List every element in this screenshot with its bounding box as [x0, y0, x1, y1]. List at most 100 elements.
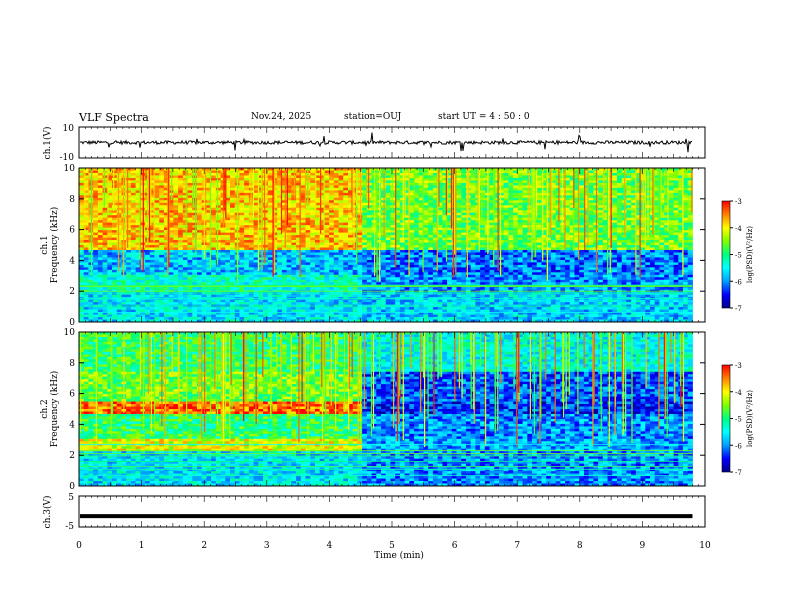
ch1-spectrogram-cell	[366, 220, 372, 224]
ch1-spectrogram-cell	[182, 215, 188, 219]
ch1-spectrogram-cell	[418, 269, 424, 273]
ch1-spectrogram-cell	[362, 177, 368, 181]
ch1-spectrogram-cell	[362, 235, 368, 238]
ch1-spectrogram-cell	[272, 319, 278, 323]
ch1-spectrogram-cell	[414, 217, 420, 221]
ch1-spectrogram-cell	[442, 202, 448, 206]
ch1-spectrogram-cell	[428, 180, 434, 184]
ch1-spectrogram-cell	[149, 262, 155, 266]
ch1-spectrogram-cell	[338, 269, 344, 273]
ch1-spectrogram-cell	[107, 252, 113, 256]
ch1-spectrogram-cell	[296, 207, 302, 211]
ch1-spectrogram-cell	[281, 262, 288, 266]
ch1-spectrogram-cell	[230, 200, 236, 204]
ch1-spectrogram-cell	[395, 299, 401, 303]
ch1-spectrogram-cell	[314, 190, 321, 194]
ch1-spectrogram-cell	[428, 182, 434, 186]
ch1-spectrogram-cell	[83, 197, 89, 201]
ch1-spectrogram-cell	[211, 302, 217, 306]
ch1-spectrogram-cell	[159, 220, 165, 224]
ch1-spectrogram-cell	[206, 235, 212, 238]
ch1-spectrogram-cell	[366, 245, 372, 248]
ch1-spectrogram-cell	[352, 175, 358, 179]
ch1-spectrogram-cell	[366, 282, 372, 286]
ch1-spectrogram-cell	[253, 294, 259, 298]
ch1-spectrogram-cell	[126, 202, 132, 206]
ch1-spectrogram-cell	[456, 200, 462, 204]
ch1-spectrogram-cell	[277, 175, 283, 179]
ch1-spectrogram-cell	[357, 170, 363, 174]
ch1-spectrogram-cell	[149, 192, 155, 196]
ch1-spectrogram-cell	[399, 269, 406, 273]
ch1-spectrogram-cell	[305, 252, 311, 256]
ch1-spectrogram-cell	[211, 220, 217, 224]
ch1-spectrogram-cell	[126, 254, 132, 258]
ch1-spectrogram-cell	[329, 230, 335, 233]
ch1-spectrogram-cell	[366, 210, 372, 214]
ch1-spectrogram-cell	[215, 212, 221, 216]
ch1-spectrogram-cell	[362, 314, 368, 318]
ch1-spectrogram-cell	[126, 302, 132, 306]
ch1-spectrogram-cell	[97, 197, 103, 201]
ch1-spectrogram-cell	[324, 215, 330, 219]
ch1-spectrogram-cell	[239, 210, 245, 214]
ch1-spectrogram-cell	[159, 195, 165, 199]
ch1-spectrogram-cell	[418, 299, 424, 303]
ch1-spectrogram-cell	[296, 317, 302, 320]
ch1-spectrogram-cell	[168, 319, 174, 323]
ch1-spectrogram-cell	[319, 262, 325, 266]
ch1-spectrogram-cell	[347, 190, 354, 194]
ch1-spectrogram-cell	[267, 195, 273, 199]
ch1-spectrogram-cell	[385, 314, 391, 318]
ch1-spectrogram-cell	[267, 269, 273, 273]
ch1-spectrogram-cell	[366, 277, 372, 281]
ch1-spectrogram-cell	[234, 319, 240, 323]
ch1-spectrogram-cell	[163, 190, 170, 194]
ch1-spectrogram-cell	[428, 175, 434, 179]
ch1-spectrogram-cell	[135, 172, 141, 176]
ch1-spectrogram-cell	[314, 227, 321, 231]
ch1-spectrogram-cell	[314, 185, 321, 189]
ch1-spectrogram-cell	[338, 192, 344, 196]
ch1-spectrogram-cell	[343, 170, 349, 174]
ch1-spectrogram-cell	[404, 264, 410, 268]
ch1-spectrogram-cell	[319, 168, 325, 171]
ch1-spectrogram-cell	[404, 185, 410, 189]
ch1-spectrogram-cell	[314, 282, 321, 286]
ch1-spectrogram-cell	[182, 247, 188, 251]
ch1-spectrogram-cell	[267, 235, 273, 238]
ch1-spectrogram-cell	[418, 200, 424, 204]
ch1-spectrogram-cell	[338, 227, 344, 231]
ch1-spectrogram-cell	[130, 259, 137, 263]
ch1-spectrogram-cell	[225, 195, 231, 199]
ch1-spectrogram-cell	[211, 210, 217, 214]
ch1-spectrogram-cell	[352, 202, 358, 206]
ch1-spectrogram-cell	[390, 319, 396, 323]
ch1-spectrogram-cell	[333, 294, 339, 298]
ch1-spectrogram-cell	[79, 225, 85, 229]
ch1-spectrogram-cell	[305, 235, 311, 238]
ch1-spectrogram-cell	[168, 257, 174, 261]
ch1-spectrogram-cell	[178, 247, 184, 251]
ch1-spectrogram-cell	[196, 254, 203, 258]
ch1-spectrogram-cell	[399, 302, 406, 306]
ch1-spectrogram-cell	[366, 240, 372, 243]
ch1-spectrogram-cell	[258, 180, 264, 184]
ch1-spectrogram-cell	[404, 225, 410, 229]
ch1-spectrogram-cell	[291, 259, 297, 263]
ch1-spectrogram-cell	[206, 215, 212, 219]
ch1-spectrogram-cell	[291, 210, 297, 214]
ch1-spectrogram-cell	[428, 257, 434, 261]
ch1-spectrogram-cell	[305, 225, 311, 229]
ch1-spectrogram-cell	[428, 279, 434, 283]
ch1-spectrogram-cell	[414, 267, 420, 271]
ch1-spectrogram-cell	[366, 225, 372, 229]
ch1-spectrogram-cell	[324, 230, 330, 233]
ch1-spectrogram-cell	[385, 307, 391, 310]
ch1-spectrogram-cell	[390, 249, 396, 253]
ch1-spectrogram-cell	[319, 259, 325, 263]
ch1-spectrogram-cell	[135, 217, 141, 221]
ch1-spectrogram-cell	[192, 215, 198, 219]
ch1-spectrogram-cell	[206, 190, 212, 194]
ch1-spectrogram-cell	[437, 192, 443, 196]
